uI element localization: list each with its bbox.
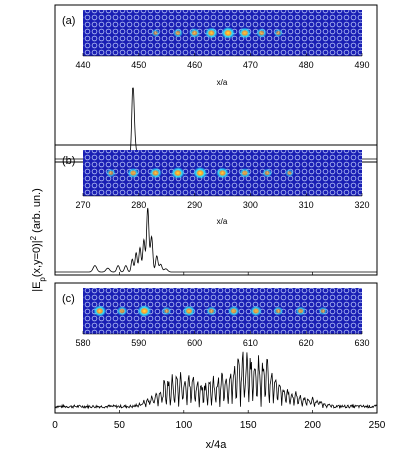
panel-b-inset-ticks: 270 280 290 300 310 320 bbox=[75, 193, 370, 210]
panel-a-inset-ticks: 440 450 460 470 480 490 bbox=[75, 53, 370, 70]
panel-c-inset-spot-1 bbox=[116, 306, 128, 316]
panel-a-inset-tick-label-1: 450 bbox=[131, 60, 146, 70]
panel-c-curve bbox=[54, 351, 378, 410]
panel-a-inset-spot-5 bbox=[238, 27, 252, 39]
panel-c-label: (c) bbox=[62, 293, 75, 305]
panel-a-inset-xlabel: x/a bbox=[217, 78, 228, 87]
panel-a-curve bbox=[55, 87, 377, 160]
panel-b-inset-spot-6 bbox=[239, 168, 251, 178]
panel-b-inset-tick-label-5: 320 bbox=[354, 200, 369, 210]
panel-b-inset-spots bbox=[106, 167, 294, 179]
y-axis-label-main: |E bbox=[31, 282, 43, 292]
panel-b-inset-xlabel: x/a bbox=[217, 217, 228, 226]
y-axis-label-rest: (x,y=0)| bbox=[31, 240, 43, 277]
panel-b-inset-spot-4 bbox=[193, 167, 208, 179]
panel-b-inset-spot-0 bbox=[106, 168, 116, 178]
x-axis-label: x/4a bbox=[206, 439, 228, 451]
panel-c-frame bbox=[54, 282, 378, 414]
x-tick-label-3: 150 bbox=[240, 420, 257, 431]
y-axis-label: |Ep(x,y=0)|2 (arb. un.) bbox=[29, 188, 47, 292]
panel-b-inset-spot-5 bbox=[216, 167, 229, 179]
x-tick-label-2: 100 bbox=[175, 420, 192, 431]
panel-c-frame-ticks bbox=[54, 410, 378, 413]
panel-a-inset-spot-6 bbox=[256, 28, 267, 38]
x-tick-label-1: 50 bbox=[114, 420, 126, 431]
panel-b-inset-tick-label-1: 280 bbox=[131, 200, 146, 210]
panel-c-inset-tick-label-4: 620 bbox=[299, 338, 314, 348]
panel-c-inset-spots bbox=[93, 305, 328, 317]
panel-c-inset-spot-9 bbox=[295, 306, 306, 316]
panel-a-inset-tick-label-4: 480 bbox=[299, 60, 314, 70]
panel-c-inset-spot-3 bbox=[161, 306, 172, 316]
y-axis-label-tail: (arb. un.) bbox=[31, 188, 43, 236]
panel-a-inset-spots bbox=[151, 27, 283, 39]
panel-c-inset-tick-label-1: 590 bbox=[131, 338, 146, 348]
panel-a-inset-spot-7 bbox=[273, 28, 283, 38]
panel-b: (b) 270 280 290 300 310 320 x/a bbox=[54, 144, 378, 276]
panel-c-inset-spot-6 bbox=[227, 305, 240, 317]
panel-b-inset-tick-label-0: 270 bbox=[75, 200, 90, 210]
panel-c-inset-tick-label-3: 610 bbox=[243, 338, 258, 348]
panel-a-label: (a) bbox=[62, 15, 75, 27]
panel-a-inset-spot-4 bbox=[221, 27, 236, 39]
panel-b-inset-tick-label-4: 310 bbox=[299, 200, 314, 210]
panel-b-curve bbox=[55, 207, 377, 273]
panel-b-frame-ticks bbox=[54, 272, 378, 275]
x-tick-label-4: 200 bbox=[304, 420, 321, 431]
panel-c: (c) 580 590 600 610 620 630 0 50 100 150 200 250 x… bbox=[52, 282, 386, 451]
panel-c-inset-tick-label-2: 600 bbox=[187, 338, 202, 348]
panel-b-inset-spot-8 bbox=[285, 168, 294, 178]
panel-b-label: (b) bbox=[62, 155, 75, 167]
panel-c-inset-tick-label-0: 580 bbox=[75, 338, 90, 348]
panel-c-inset-spot-7 bbox=[249, 305, 262, 317]
panel-a-inset-spot-1 bbox=[172, 28, 183, 38]
panel-b-inset-tick-label-2: 290 bbox=[187, 200, 202, 210]
panel-c-inset-map bbox=[83, 288, 362, 334]
panel-a-inset-spot-3 bbox=[204, 27, 218, 39]
panel-a: (a) 440 450 460 470 480 490 x/a bbox=[54, 4, 378, 163]
panel-b-frame bbox=[54, 144, 378, 276]
y-axis-label-sup: 2 bbox=[29, 235, 38, 240]
panel-b-inset-spot-1 bbox=[127, 167, 140, 179]
x-tick-label-0: 0 bbox=[52, 420, 58, 431]
panel-c-inset-spot-4 bbox=[182, 305, 196, 317]
panel-c-inset-ticks: 580 590 600 610 620 630 bbox=[75, 331, 370, 348]
panel-c-inset-spot-8 bbox=[273, 306, 284, 316]
panel-a-inset-spot-2 bbox=[189, 28, 201, 38]
panel-c-inset-spot-2 bbox=[137, 305, 152, 317]
x-tick-label-5: 250 bbox=[369, 420, 386, 431]
panel-a-inset-tick-label-3: 470 bbox=[243, 60, 258, 70]
panel-c-inset-spot-5 bbox=[206, 306, 217, 316]
panel-c-inset-spot-10 bbox=[318, 306, 328, 316]
panel-a-inset-tick-label-5: 490 bbox=[354, 60, 369, 70]
panel-c-inset-tick-label-5: 630 bbox=[354, 338, 369, 348]
y-axis-label-sub: p bbox=[38, 277, 47, 282]
panel-a-inset-tick-label-2: 460 bbox=[187, 60, 202, 70]
panel-b-inset-spot-2 bbox=[149, 167, 162, 179]
panel-b-inset-tick-label-3: 300 bbox=[243, 200, 258, 210]
panel-b-inset-spot-7 bbox=[262, 168, 273, 178]
panel-a-inset-tick-label-0: 440 bbox=[75, 60, 90, 70]
panel-c-inset-spot-0 bbox=[93, 305, 107, 317]
panel-b-inset-spot-3 bbox=[171, 167, 185, 179]
panel-c-x-ticks: 0 50 100 150 200 250 bbox=[52, 420, 386, 431]
panel-a-inset-spot-0 bbox=[151, 28, 160, 38]
